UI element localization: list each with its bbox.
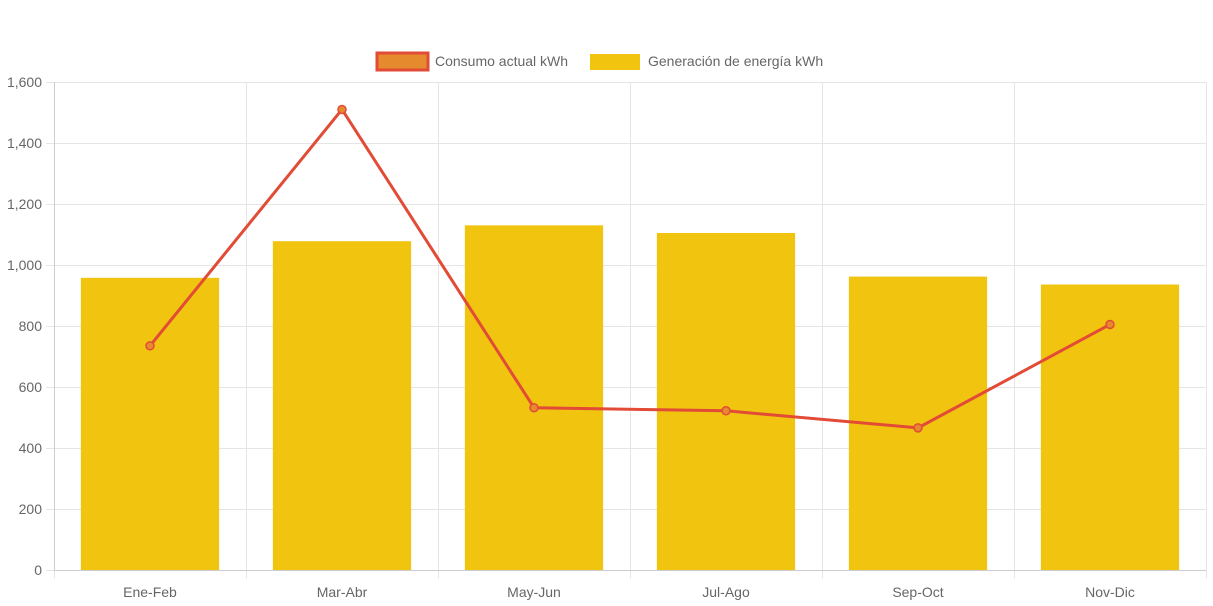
- y-tick-label: 1,000: [7, 257, 42, 273]
- x-tick-label: Jul-Ago: [702, 584, 750, 600]
- legend: Consumo actual kWh Generación de energía…: [375, 51, 823, 72]
- bar-series: [80, 225, 1180, 570]
- y-tick-label: 1,600: [7, 74, 42, 90]
- legend-swatch-generacion: [590, 54, 640, 70]
- line-series: [145, 104, 1115, 433]
- y-tick-label: 1,200: [7, 196, 42, 212]
- legend-swatch-consumo: [375, 51, 430, 72]
- x-tick-label: May-Jun: [507, 584, 561, 600]
- legend-item-consumo[interactable]: Consumo actual kWh: [375, 51, 568, 72]
- point-consumo[interactable]: [337, 104, 347, 115]
- point-consumo[interactable]: [721, 406, 731, 416]
- legend-label-generacion: Generación de energía kWh: [648, 53, 823, 69]
- y-tick-label: 200: [19, 501, 43, 517]
- y-tick-label: 1,400: [7, 135, 42, 151]
- point-consumo[interactable]: [1105, 319, 1115, 330]
- grid: [54, 82, 1207, 578]
- bar-generacion[interactable]: [272, 241, 412, 570]
- x-tick-label: Sep-Oct: [892, 584, 943, 600]
- y-tick-label: 400: [19, 440, 43, 456]
- point-consumo[interactable]: [145, 341, 155, 351]
- point-consumo[interactable]: [913, 423, 923, 433]
- bar-generacion[interactable]: [80, 277, 220, 570]
- axes: 0 200 400 600 800 1,000 1,200 1,400 1,600 Ene-Feb…: [7, 74, 1206, 600]
- line-consumo: [148, 107, 1111, 430]
- x-tick-label: Mar-Abr: [317, 584, 368, 600]
- bar-generacion[interactable]: [656, 232, 796, 570]
- bar-generacion[interactable]: [464, 225, 604, 570]
- point-consumo[interactable]: [529, 402, 539, 413]
- y-tick-label: 600: [19, 379, 43, 395]
- y-tick-label: 800: [19, 318, 43, 334]
- legend-item-generacion[interactable]: Generación de energía kWh: [590, 53, 823, 70]
- x-tick-label: Ene-Feb: [123, 584, 177, 600]
- x-tick-label: Nov-Dic: [1085, 584, 1135, 600]
- y-tick-label: 0: [34, 562, 42, 578]
- legend-label-consumo: Consumo actual kWh: [435, 53, 568, 69]
- bar-generacion[interactable]: [1040, 284, 1180, 570]
